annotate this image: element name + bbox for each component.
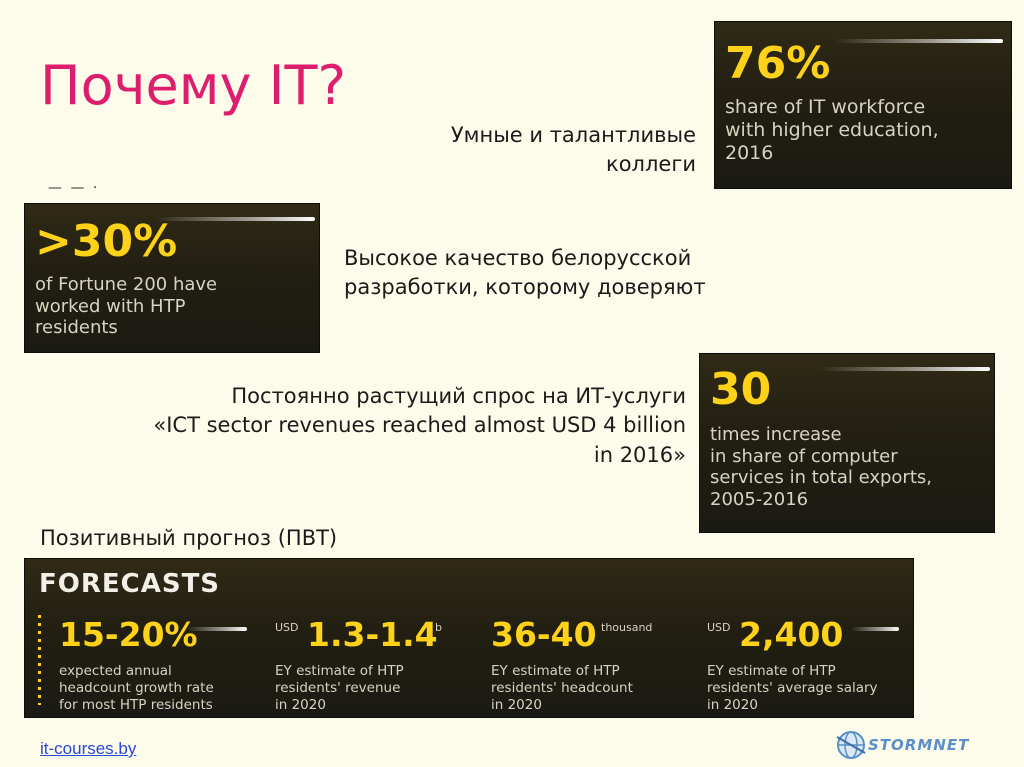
slide-title: Почему IT?: [40, 54, 347, 117]
point-demand: Постоянно растущий спрос на ИТ-услуги «I…: [40, 382, 686, 470]
card-education-value: 76%: [725, 38, 831, 89]
card-exports-line-1: times increase: [710, 424, 842, 445]
forecast-line-3: in 2020: [491, 696, 542, 713]
forecast-description: EY estimate of HTP residents' revenue in…: [275, 663, 404, 714]
forecast-description: EY estimate of HTP residents' headcount …: [491, 663, 633, 714]
card-exports-line-3: services in total exports,: [710, 467, 932, 489]
forecast-value: 1.3-1.4: [307, 615, 438, 654]
forecast-item-headcount: 36-40 thousand EY estimate of HTP reside…: [469, 611, 679, 717]
card-fortune-line-2: worked with HTP: [35, 295, 186, 317]
forecast-line-3: in 2020: [707, 696, 758, 713]
forecast-prefix: USD: [275, 621, 299, 634]
footer-link[interactable]: it-courses.by: [40, 739, 137, 758]
forecast-suffix: thousand: [601, 621, 653, 634]
card-fortune-line-3: residents: [35, 317, 118, 339]
forecast-line-1: EY estimate of HTP: [275, 663, 404, 679]
forecast-line-2: residents' average salary: [707, 679, 878, 696]
forecast-line-3: in 2020: [275, 696, 326, 713]
dash-mark: — — ·: [48, 180, 100, 196]
forecasts-banner: FORECASTS 15-20% expected annual headcou…: [24, 558, 914, 718]
forecast-line-2: headcount growth rate: [59, 679, 214, 696]
forecast-streak: [187, 627, 247, 631]
point-quality-line-2: разработки, которому доверяют: [344, 275, 706, 300]
point-demand-line-1: Постоянно растущий спрос на ИТ-услуги: [231, 384, 686, 408]
globe-icon: [836, 731, 866, 759]
forecast-item-headcount-growth: 15-20% expected annual headcount growth …: [37, 611, 247, 717]
forecast-line-2: residents' headcount: [491, 679, 633, 696]
card-education-line-3: 2016: [725, 141, 774, 164]
card-fortune: >30% of Fortune 200 have worked with HTP…: [24, 203, 320, 353]
forecast-line-3: for most HTP residents: [59, 696, 213, 713]
card-education-description: share of IT workforce with higher educat…: [725, 96, 939, 164]
card-fortune-description: of Fortune 200 have worked with HTP resi…: [35, 274, 217, 339]
stormnet-logo: STORMNET: [834, 727, 994, 763]
forecast-value: 36-40: [491, 615, 597, 654]
forecast-line-1: EY estimate of HTP: [491, 663, 620, 679]
point-demand-line-2: «ICT sector revenues reached almost USD …: [153, 413, 686, 438]
dotted-line: [38, 615, 41, 705]
logo-text: STORMNET: [868, 736, 970, 754]
card-exports-value: 30: [710, 364, 772, 415]
point-colleagues: Умные и талантливые коллеги: [360, 121, 696, 180]
forecast-item-salary: USD 2,400 EY estimate of HTP residents' …: [685, 611, 905, 717]
forecast-value: 2,400: [739, 615, 844, 654]
forecast-value: 15-20%: [59, 615, 198, 654]
card-education-line-2: with higher education,: [725, 118, 939, 141]
forecasts-title: FORECASTS: [39, 569, 221, 599]
forecast-suffix: b: [435, 621, 442, 634]
card-exports: 30 times increase in share of computer s…: [699, 353, 995, 533]
card-exports-description: times increase in share of computer serv…: [710, 424, 932, 510]
point-demand-line-3: in 2016»: [593, 442, 686, 467]
forecast-description: EY estimate of HTP residents' average sa…: [707, 663, 878, 714]
card-fortune-line-1: of Fortune 200 have: [35, 274, 218, 295]
forecast-line-1: expected annual: [59, 663, 172, 679]
forecast-line-1: EY estimate of HTP: [707, 663, 836, 679]
forecast-prefix: USD: [707, 621, 731, 634]
card-education-line-1: share of IT workforce: [725, 96, 926, 118]
point-quality-line-1: Высокое качество белорусской: [344, 246, 692, 270]
point-colleagues-line-2: коллеги: [606, 152, 696, 177]
forecast-item-revenue: USD 1.3-1.4 b EY estimate of HTP residen…: [253, 611, 463, 717]
card-exports-line-4: 2005-2016: [710, 488, 809, 510]
point-quality: Высокое качество белорусской разработки,…: [344, 244, 706, 303]
card-streak: [155, 217, 315, 221]
forecast-description: expected annual headcount growth rate fo…: [59, 663, 214, 714]
card-streak: [833, 39, 1003, 43]
card-exports-line-2: in share of computer: [710, 445, 898, 467]
point-colleagues-line-1: Умные и талантливые: [450, 123, 696, 147]
card-streak: [820, 367, 990, 371]
forecast-line-2: residents' revenue: [275, 679, 401, 696]
card-fortune-value: >30%: [35, 216, 178, 267]
forecast-caption: Позитивный прогноз (ПВТ): [40, 526, 338, 550]
card-education: 76% share of IT workforce with higher ed…: [714, 21, 1012, 189]
forecast-streak: [851, 627, 899, 631]
